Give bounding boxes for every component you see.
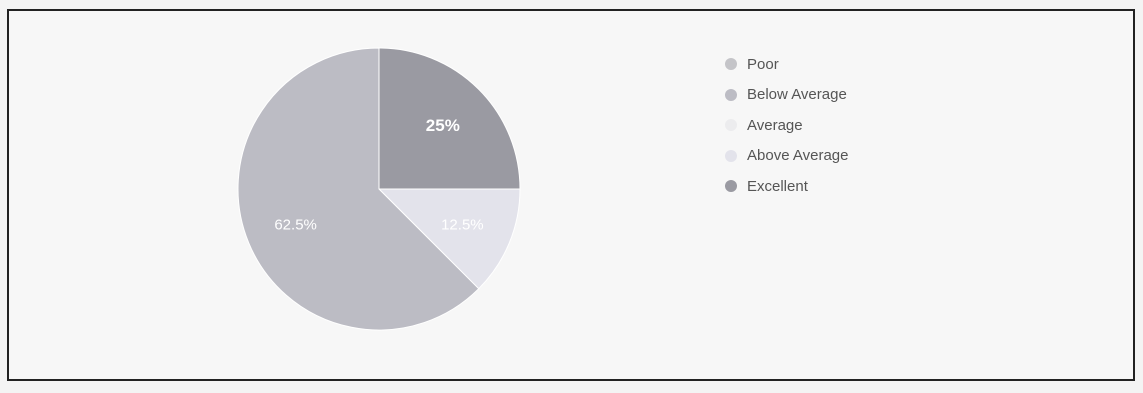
legend-label: Above Average (747, 147, 849, 165)
legend-item-average[interactable]: Average (725, 110, 848, 141)
chart-legend: Poor Below Average Average Above Average Exc… (725, 49, 848, 202)
legend-swatch (725, 88, 737, 101)
legend-swatch (725, 119, 737, 132)
legend-label: Poor (747, 55, 779, 73)
legend-label: Below Average (747, 86, 847, 104)
data-label-above-average: 12.5% (441, 217, 484, 234)
legend-swatch (725, 149, 737, 162)
legend-swatch (725, 180, 737, 193)
legend-item-above-average[interactable]: Above Average (725, 141, 848, 172)
chart-frame (7, 9, 1135, 381)
legend-swatch (725, 58, 737, 71)
legend-item-below-average[interactable]: Below Average (725, 80, 848, 111)
pie-slice-below-average (237, 47, 480, 331)
legend-item-excellent[interactable]: Excellent (725, 171, 848, 202)
legend-label: Excellent (747, 177, 808, 195)
pie-slice-above-average (377, 188, 521, 290)
data-label-below-average: 62.5% (274, 217, 317, 234)
pie-slice-excellent (378, 47, 521, 190)
legend-item-poor[interactable]: Poor (725, 49, 848, 80)
legend-label: Average (747, 116, 803, 134)
data-label-excellent: 25% (426, 116, 460, 135)
